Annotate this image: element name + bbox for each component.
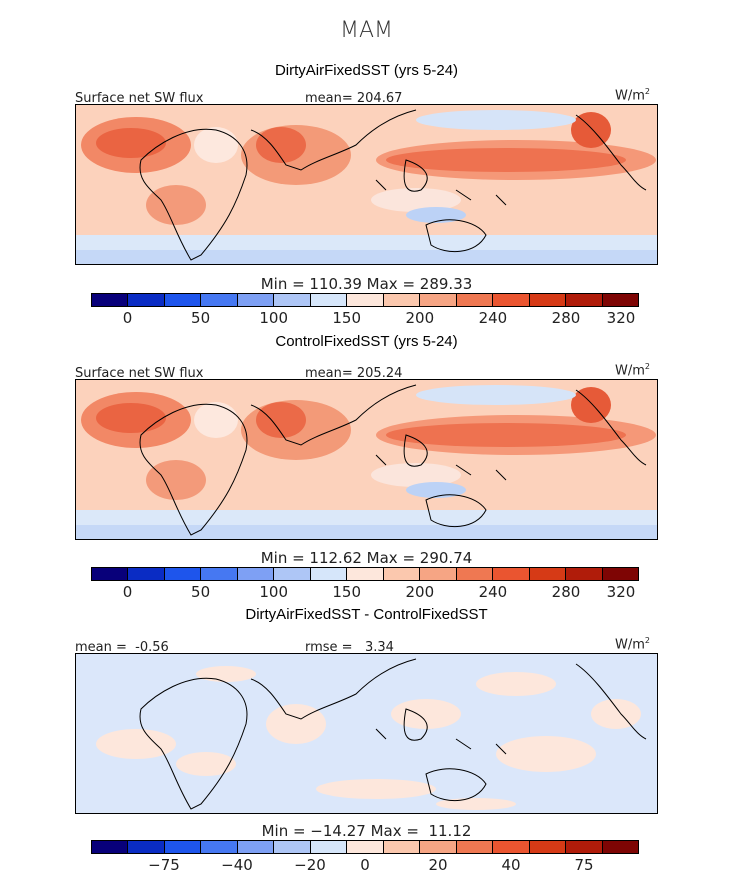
panel-3-rmse-label: rmse = 3.34 [305,640,394,655]
panel-1-mean-label: mean= 204.67 [305,91,403,106]
colorbar-2-seg [493,568,530,580]
tick-label: 200 [405,309,435,327]
season-title: MAM [339,18,393,43]
colorbar-2-seg [237,568,275,580]
panel-1-colorbar [91,293,639,307]
colorbar-3-seg [383,841,421,853]
tick-label: −75 [148,856,180,874]
colorbar-2-seg [310,568,348,580]
tick-label: 150 [332,309,362,327]
tick-label: 50 [191,583,211,601]
colorbar-1-seg [347,294,384,306]
tick-label: 280 [551,583,581,601]
colorbar-1-seg [201,294,238,306]
colorbar-1-seg [456,294,494,306]
colorbar-2-seg [383,568,421,580]
colorbar-2-seg [456,568,494,580]
tick-label: 50 [191,309,211,327]
colorbar-1-seg [602,294,639,306]
tick-label: −20 [294,856,326,874]
panel-2-units: W/m2 [615,362,650,379]
panel-1-variable-label: Surface net SW flux [75,91,204,106]
panel-2-minmax: Min = 112.62 Max = 290.74 [260,549,473,567]
colorbar-1-seg [383,294,421,306]
colorbar-1-seg [237,294,275,306]
panel-1-minmax: Min = 110.39 Max = 289.33 [260,275,473,293]
colorbar-1-seg [274,294,311,306]
colorbar-2-seg [92,568,129,580]
colorbar-1-seg [310,294,348,306]
tick-label: −40 [221,856,253,874]
tick-label: 240 [478,583,508,601]
panel-3-title: DirtyAirFixedSST - ControlFixedSST [245,606,488,623]
tick-label: 280 [551,309,581,327]
colorbar-2-seg [566,568,603,580]
colorbar-3-seg [310,841,348,853]
colorbar-3-seg [456,841,494,853]
colorbar-1-seg [493,294,530,306]
colorbar-2-seg [274,568,311,580]
tick-label: 0 [122,309,133,327]
colorbar-2-seg [420,568,457,580]
colorbar-1-seg [566,294,603,306]
colorbar-2-seg [201,568,238,580]
colorbar-3-seg [92,841,129,853]
colorbar-2-seg [128,568,165,580]
panel-3-colorbar-ticks: −75 −40 −20 0 20 40 75 [91,856,639,874]
colorbar-1-seg [128,294,165,306]
colorbar-2-seg [529,568,567,580]
colorbar-3-seg [274,841,311,853]
panel-3-minmax: Min = −14.27 Max = 11.12 [261,822,472,840]
tick-label: 40 [501,856,521,874]
tick-label: 150 [332,583,362,601]
panel-2-mean-label: mean= 205.24 [305,366,403,381]
colorbar-3-seg [128,841,165,853]
panel-2-variable-label: Surface net SW flux [75,366,204,381]
panel-3-units: W/m2 [615,636,650,653]
panel-3-colorbar [91,840,639,854]
tick-label: 320 [606,309,636,327]
colorbar-1-seg [164,294,202,306]
panel-1-units: W/m2 [615,87,650,104]
tick-label: 100 [259,309,289,327]
panel-1-colorbar-ticks: 0 50 100 150 200 240 280 320 [91,309,639,327]
panel-3-map [75,653,658,814]
panel-2-colorbar-ticks: 0 50 100 150 200 240 280 320 [91,583,639,601]
panel-2-map [75,379,658,540]
colorbar-1-seg [92,294,129,306]
colorbar-3-seg [493,841,530,853]
panel-1-title: DirtyAirFixedSST (yrs 5-24) [274,62,459,79]
tick-label: 20 [428,856,448,874]
tick-label: 200 [405,583,435,601]
tick-label: 0 [360,856,370,874]
panel-2-colorbar [91,567,639,581]
panel-2-title: ControlFixedSST (yrs 5-24) [275,333,458,350]
colorbar-2-seg [164,568,202,580]
colorbar-3-seg [201,841,238,853]
tick-label: 100 [259,583,289,601]
colorbar-1-seg [420,294,457,306]
colorbar-2-seg [602,568,639,580]
colorbar-3-seg [347,841,384,853]
panel-1-map [75,104,658,265]
tick-label: 240 [478,309,508,327]
colorbar-3-seg [237,841,275,853]
tick-label: 75 [574,856,594,874]
colorbar-2-seg [347,568,384,580]
colorbar-1-seg [529,294,567,306]
tick-label: 320 [606,583,636,601]
colorbar-3-seg [566,841,603,853]
panel-3-mean-label: mean = -0.56 [75,640,169,655]
colorbar-3-seg [420,841,457,853]
tick-label: 0 [122,583,133,601]
colorbar-3-seg [529,841,567,853]
colorbar-3-seg [164,841,202,853]
colorbar-3-seg [602,841,639,853]
